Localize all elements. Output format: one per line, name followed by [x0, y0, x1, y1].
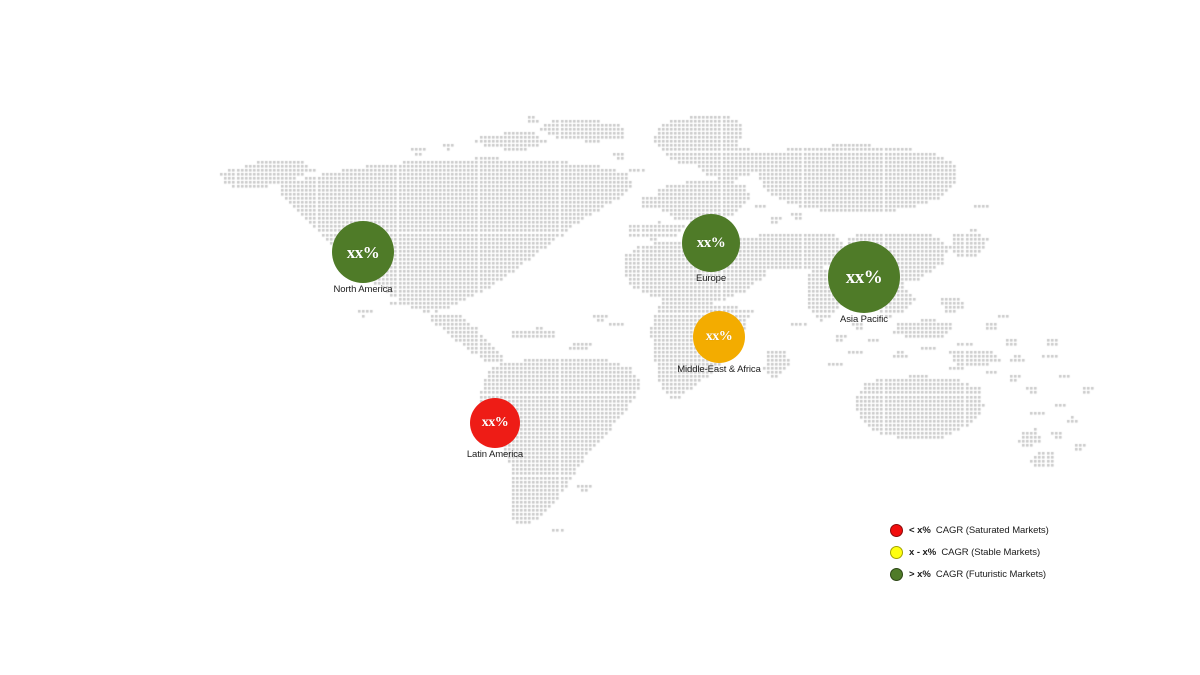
- region-label-asia-pacific: Asia Pacific: [840, 314, 888, 325]
- legend-item-futuristic[interactable]: > x% CAGR (Futuristic Markets): [890, 563, 1049, 585]
- bubble-circle-latin-america[interactable]: xx%: [470, 398, 520, 448]
- legend-label-stable: x - x% CAGR (Stable Markets): [909, 546, 1041, 558]
- bubble-circle-middle-east-africa[interactable]: xx%: [693, 311, 745, 363]
- bubble-value-europe: xx%: [696, 234, 726, 251]
- bubble-value-asia-pacific: xx%: [845, 266, 883, 288]
- region-label-latin-america: Latin America: [466, 449, 524, 460]
- region-label-middle-east-africa: Middle-East & Africa: [677, 364, 761, 375]
- legend-dot-saturated: [890, 523, 903, 537]
- region-bubble-latin-america[interactable]: xx% Latin America: [435, 398, 555, 460]
- bubble-circle-north-america[interactable]: xx%: [332, 221, 394, 283]
- legend-dot-futuristic: [890, 567, 903, 581]
- bubble-circle-europe[interactable]: xx%: [682, 214, 740, 272]
- legend-item-stable[interactable]: x - x% CAGR (Stable Markets): [890, 541, 1049, 563]
- region-bubble-europe[interactable]: xx% Europe: [651, 214, 771, 284]
- legend-dot-stable: [890, 545, 903, 559]
- legend-label-saturated: < x% CAGR (Saturated Markets): [909, 524, 1049, 536]
- region-bubble-north-america[interactable]: xx% North America: [303, 221, 423, 295]
- legend-label-futuristic: > x% CAGR (Futuristic Markets): [909, 568, 1047, 580]
- bubble-circle-asia-pacific[interactable]: xx%: [828, 241, 900, 313]
- region-label-north-america: North America: [333, 284, 393, 295]
- region-label-europe: Europe: [695, 273, 727, 284]
- bubble-value-middle-east-africa: xx%: [705, 329, 733, 344]
- legend-item-saturated[interactable]: < x% CAGR (Saturated Markets): [890, 519, 1049, 541]
- legend: < x% CAGR (Saturated Markets) x - x% CAGR…: [890, 519, 1049, 585]
- region-bubble-asia-pacific[interactable]: xx% Asia Pacific: [804, 241, 924, 325]
- bubble-value-latin-america: xx%: [481, 415, 509, 430]
- bubble-value-north-america: xx%: [346, 242, 380, 262]
- region-bubble-middle-east-africa[interactable]: xx% Middle-East & Africa: [659, 311, 779, 375]
